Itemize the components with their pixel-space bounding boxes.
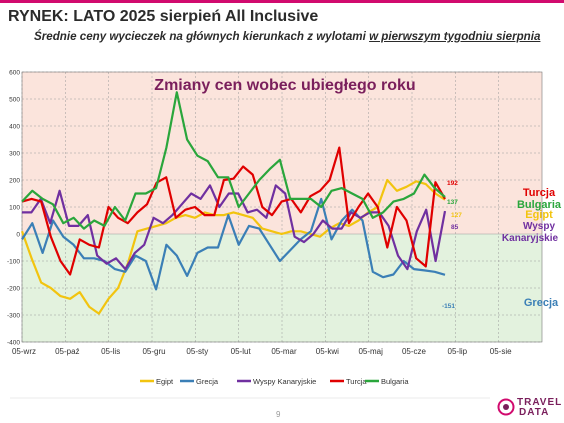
legend-label: Turcja [346,377,367,386]
page-title: RYNEK: LATO 2025 sierpień All Inclusive [8,8,319,25]
end-value-label: 192 [447,180,458,187]
y-tick-label: -200 [7,286,20,293]
y-tick-label: 300 [9,151,20,158]
x-tick-label: 05-wrz [12,347,36,356]
y-tick-label: -100 [7,259,20,266]
page-number: 9 [276,410,281,419]
x-tick-label: 05-paź [55,347,79,356]
x-tick-label: 05-kwi [316,347,339,356]
x-tick-label: 05-mar [271,347,297,356]
series-line-bulgaria [21,91,446,230]
end-value-label: 127 [451,212,462,219]
x-tick-label: 05-cze [402,347,427,356]
end-value-label: -151 [442,303,455,310]
page-subtitle: Średnie ceny wycieczek na głównych kieru… [34,30,540,43]
x-tick-label: 05-sie [490,347,512,356]
series-right-label: Egipt [525,209,553,221]
top-accent-bar [0,0,564,3]
y-tick-label: 500 [9,97,20,104]
x-tick-label: 05-lip [448,347,468,356]
x-tick-label: 05-maj [358,347,383,356]
legend-label: Wyspy Kanaryjskie [253,377,316,386]
subtitle-prefix: Średnie ceny wycieczek na głównych kieru… [34,30,370,43]
y-tick-label: 0 [16,232,20,239]
end-value-label: 85 [451,224,459,231]
y-tick-label: 400 [9,124,20,131]
y-tick-label: 600 [9,70,20,77]
series-right-label: Kanaryjskie [502,233,559,244]
x-tick-label: 05-sty [186,347,208,356]
end-value-label: 137 [447,199,458,206]
series-line-grecja [21,197,446,291]
y-tick-label: 100 [9,205,20,212]
series-line-egipt [20,178,446,315]
legend-label: Grecja [196,377,219,386]
series-right-label: Grecja [524,297,559,309]
x-tick-label: 05-gru [142,347,165,356]
legend-label: Bulgaria [381,377,409,386]
series-line-turcja [21,146,446,276]
y-tick-label: -400 [7,340,20,347]
logo-text-travel: TRAVEL [517,397,563,408]
series-right-label: Turcja [523,187,556,199]
x-tick-label: 05-lis [101,347,120,356]
plot-border [21,71,543,343]
subtitle-underlined: w pierwszym tygodniu sierpnia [369,30,541,43]
travel-data-logo-icon [497,398,515,416]
x-tick-label: 05-lut [231,347,252,356]
series-right-label: Wyspy [523,221,555,232]
logo-text-data: DATA [519,407,550,418]
y-tick-label: 200 [9,178,20,185]
y-tick-label: -300 [7,313,20,320]
chart-title: Zmiany cen wobec ubiegłego roku [154,77,415,94]
legend-label: Egipt [156,377,174,386]
series-right-label: Bulgaria [517,199,562,211]
